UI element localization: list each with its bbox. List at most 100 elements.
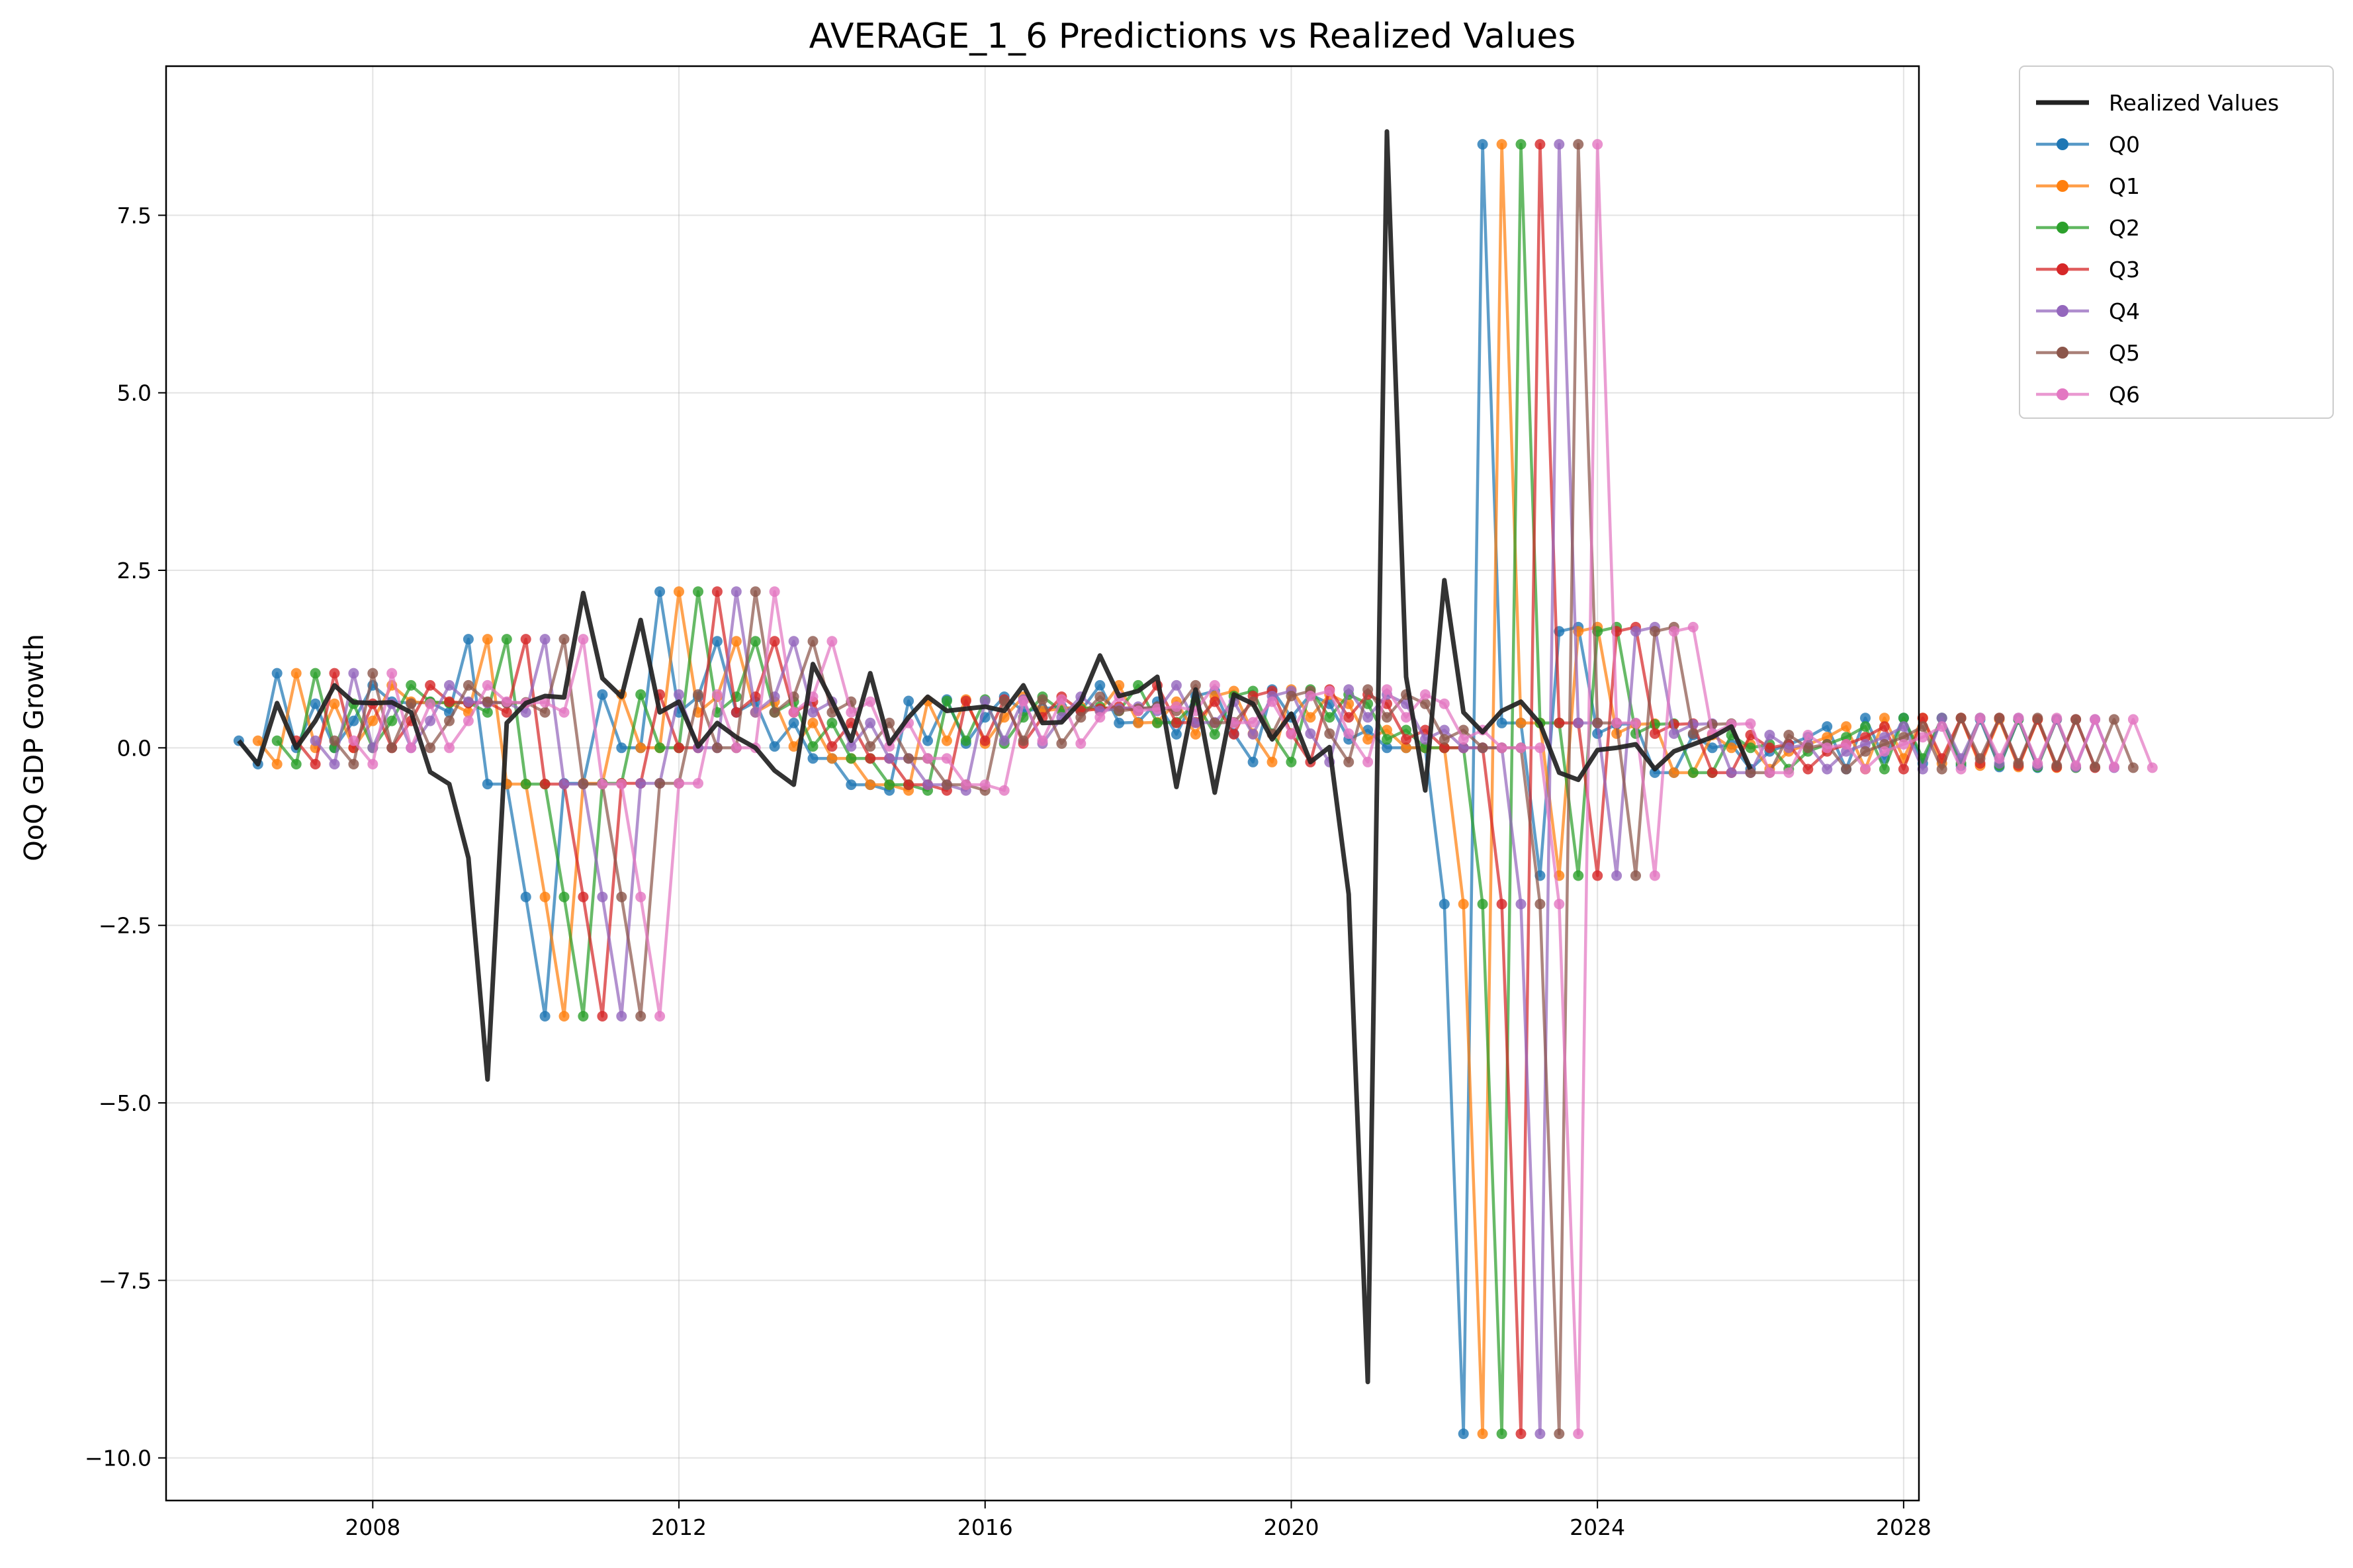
data-point (865, 717, 876, 728)
data-point (1917, 721, 1928, 732)
data-point (635, 891, 646, 902)
data-point (1209, 717, 1220, 728)
legend-swatch-marker (2057, 180, 2068, 192)
data-point (1515, 898, 1527, 910)
data-point (826, 636, 838, 647)
data-point (1898, 721, 1909, 732)
data-point (999, 785, 1010, 796)
data-point (1075, 738, 1087, 749)
chart-title: AVERAGE_1_6 Predictions vs Realized Valu… (809, 17, 1576, 56)
data-point (941, 753, 952, 764)
data-point (1649, 728, 1660, 739)
data-point (1726, 767, 1737, 778)
legend-entry: Q6 (2036, 382, 2140, 408)
data-point (1286, 728, 1297, 740)
data-point (2090, 762, 2101, 773)
data-point (1209, 679, 1220, 691)
data-point (329, 759, 340, 769)
data-point (1611, 870, 1622, 881)
data-point (750, 636, 761, 647)
data-point (846, 707, 857, 718)
data-point (1094, 712, 1106, 723)
data-point (310, 759, 321, 769)
data-point (1554, 898, 1565, 910)
data-point (1554, 717, 1565, 728)
data-point (1783, 767, 1795, 778)
data-point (941, 735, 952, 746)
data-point (1668, 767, 1679, 778)
data-point (1879, 763, 1890, 775)
data-point (979, 779, 991, 791)
data-point (1152, 717, 1163, 728)
data-point (635, 1011, 646, 1022)
data-point (1362, 684, 1374, 695)
data-point (922, 779, 933, 791)
legend-swatch-marker (2057, 263, 2068, 275)
legend-label: Q6 (2109, 382, 2140, 408)
data-point (1094, 691, 1106, 703)
data-point (865, 779, 876, 791)
legend-swatch-marker (2057, 222, 2068, 234)
data-point (482, 779, 493, 790)
data-point (1382, 684, 1392, 695)
data-point (1534, 139, 1546, 150)
data-point (1764, 730, 1775, 740)
data-point (1190, 728, 1201, 740)
x-tick-label: 2028 (1876, 1514, 1931, 1540)
data-point (1382, 712, 1392, 723)
data-point (1630, 870, 1641, 881)
data-point (884, 779, 895, 791)
data-point (444, 742, 455, 754)
data-point (1822, 763, 1833, 775)
data-point (406, 679, 417, 691)
y-tick-label: −5.0 (99, 1090, 152, 1116)
data-point (807, 741, 819, 752)
legend-swatch-marker (2057, 138, 2068, 150)
data-point (1228, 717, 1239, 728)
data-point (2032, 713, 2043, 724)
plot-series (233, 129, 2158, 1440)
data-point (788, 707, 799, 718)
data-point (960, 695, 971, 707)
data-point (501, 696, 512, 707)
data-point (348, 735, 359, 746)
data-point (1133, 717, 1144, 728)
data-point (1439, 734, 1450, 745)
data-point (769, 741, 780, 752)
data-point (922, 735, 933, 746)
data-point (1630, 626, 1641, 637)
data-point (539, 1011, 551, 1022)
data-point (1687, 767, 1699, 778)
legend-label: Realized Values (2109, 90, 2279, 116)
data-point (1573, 1428, 1584, 1440)
data-point (386, 668, 398, 679)
data-point (1668, 626, 1679, 637)
data-point (444, 696, 455, 707)
data-point (1687, 621, 1699, 632)
legend-label: Q2 (2109, 215, 2140, 241)
data-point (2127, 714, 2139, 725)
data-point (1056, 694, 1067, 705)
data-point (1496, 742, 1507, 754)
data-point (1534, 898, 1546, 910)
data-point (731, 742, 742, 754)
data-point (1917, 763, 1928, 775)
data-point (1037, 694, 1048, 705)
data-point (386, 742, 398, 754)
data-point (1515, 139, 1527, 150)
data-point (1439, 742, 1450, 754)
data-point (1286, 756, 1297, 767)
data-point (635, 742, 646, 754)
y-tick-label: 0.0 (117, 735, 152, 761)
data-point (1573, 717, 1584, 728)
data-point (846, 741, 857, 752)
data-point (1305, 728, 1316, 739)
data-point (501, 707, 512, 718)
data-point (482, 696, 493, 707)
data-point (1171, 728, 1182, 740)
data-point (310, 735, 321, 746)
data-point (979, 735, 991, 746)
data-point (1477, 1428, 1488, 1440)
data-point (2051, 713, 2063, 724)
